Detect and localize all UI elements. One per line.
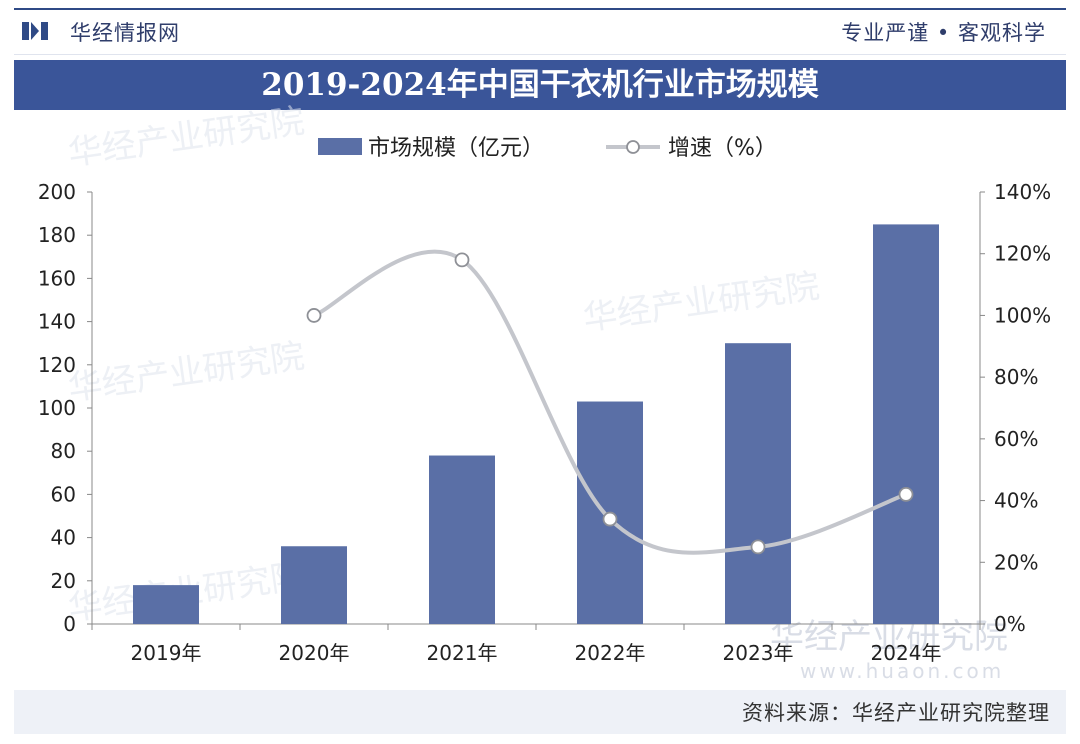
legend-bar-label: 市场规模（亿元） (368, 136, 544, 161)
y-left-tick-label: 200 (38, 180, 76, 204)
x-tick-label: 2024年 (871, 641, 942, 665)
x-tick-label: 2020年 (279, 641, 350, 665)
y-left-tick-label: 20 (51, 569, 76, 593)
y-left-tick-label: 80 (51, 439, 76, 463)
watermark-text: 华经产业研究院 (66, 101, 307, 174)
footer-band (14, 690, 1066, 734)
y-right-tick-label: 120% (994, 242, 1051, 266)
x-tick-label: 2022年 (575, 641, 646, 665)
y-right-tick-label: 20% (994, 550, 1038, 574)
x-tick-label: 2023年 (723, 641, 794, 665)
y-left-tick-label: 140 (38, 310, 76, 334)
x-tick-label: 2021年 (427, 641, 498, 665)
growth-point (306, 308, 322, 323)
y-left-tick-label: 40 (51, 526, 76, 550)
logo-icon (22, 22, 48, 40)
bar (873, 224, 939, 624)
y-right-tick-label: 140% (994, 180, 1051, 204)
growth-line (306, 249, 914, 555)
y-left-tick-label: 180 (38, 223, 76, 247)
y-left-tick-label: 100 (38, 396, 76, 420)
growth-line-path (313, 249, 907, 555)
growth-point (750, 539, 766, 555)
watermark-url: www.huaon.com (800, 659, 1004, 683)
watermark-text: 华经产业研究院 (581, 266, 822, 339)
watermark-layer: 华经产业研究院华经产业研究院华经产业研究院华经产业研究院华经产业研究院www.h… (66, 101, 1008, 683)
logo-text: 华经情报网 (70, 21, 180, 45)
legend-bar-swatch (318, 138, 362, 155)
y-right-tick-label: 100% (994, 303, 1051, 327)
tick-labels: 0 20 40 60 80 100 120 140 160 180 200 0% 20% 40% 60% 80… (38, 180, 1051, 665)
axes (87, 191, 985, 630)
y-right-tick-label: 80% (994, 365, 1038, 389)
y-left-tick-label: 160 (38, 266, 76, 290)
growth-point (454, 252, 470, 268)
y-right-tick-label: 0% (994, 612, 1026, 636)
legend: 市场规模（亿元） 增速（%） (318, 136, 777, 161)
legend-line-label: 增速（%） (668, 136, 777, 161)
slogan: 专业严谨 • 客观科学 (841, 21, 1046, 45)
y-left-tick-label: 0 (63, 612, 76, 636)
chart-title: 2019-2024年中国干衣机行业市场规模 (14, 60, 1066, 110)
legend-line-marker (626, 140, 640, 154)
bar (133, 585, 199, 624)
y-right-tick-label: 40% (994, 489, 1038, 513)
x-tick-label: 2019年 (131, 641, 202, 665)
growth-point (602, 511, 618, 527)
y-right-tick-label: 60% (994, 427, 1038, 451)
header-bar (14, 8, 1066, 55)
bars (133, 224, 939, 624)
y-left-tick-label: 60 (51, 482, 76, 506)
y-left-tick-label: 120 (38, 353, 76, 377)
source-note: 资料来源：华经产业研究院整理 (742, 701, 1050, 725)
bar (281, 546, 347, 624)
watermark-text: 华经产业研究院 (66, 336, 307, 409)
bar (429, 455, 495, 624)
growth-point (898, 486, 914, 502)
bar (725, 343, 791, 624)
